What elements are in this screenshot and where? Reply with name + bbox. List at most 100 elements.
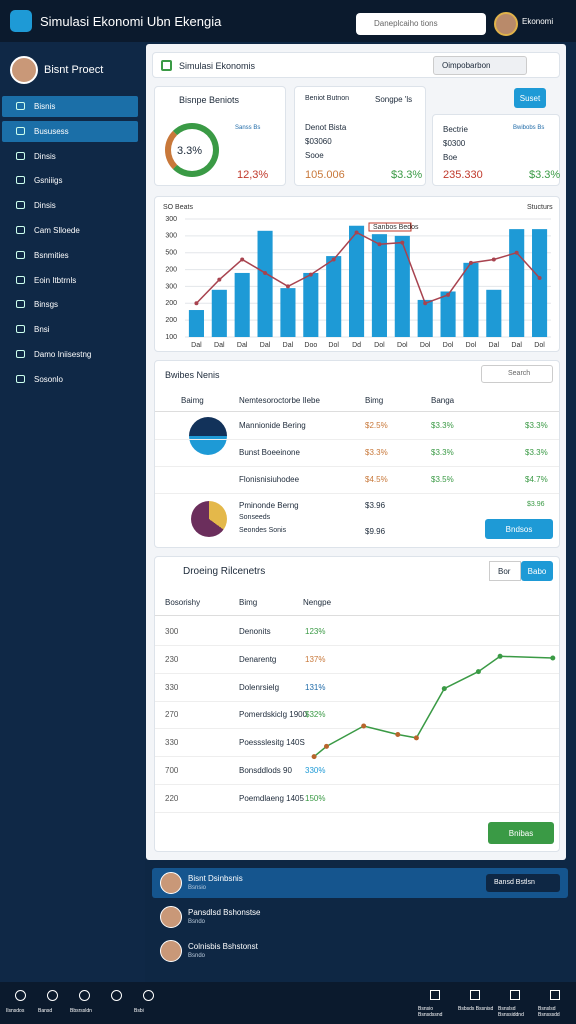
logo[interactable] [10,10,32,32]
nav-item[interactable]: Bsbi [134,988,164,1022]
table-search[interactable]: Search [481,365,553,383]
nav-item[interactable]: Ilsnsdos [6,988,36,1022]
bar [532,229,548,337]
row-value: 131% [305,682,326,692]
row-name: Pomerdskiclg 1900 [239,710,308,720]
point [395,732,401,737]
pie-icon [189,417,227,455]
cell: $3.3% [365,448,388,457]
nav-item[interactable] [102,988,132,1022]
toggle[interactable]: Babo [521,561,553,581]
profile-avatar[interactable] [10,56,38,84]
menu-item[interactable]: Bisnis [2,96,138,117]
menu-item[interactable]: Sosonlo [2,369,138,390]
toggle[interactable]: Bor [489,561,521,581]
bar [326,256,342,337]
button[interactable]: Bansd Bstlsn [486,874,560,892]
menu-label: Eoin Itbtrnls [34,275,77,285]
divider [155,411,559,412]
nav-icon [430,990,440,1000]
nav-item[interactable]: Bsnslsd Bsnssiddnd [496,988,534,1022]
menu-item[interactable]: Damo Iniisestng [2,344,138,365]
chart-title: SO Beats [163,204,193,211]
bottom-nav: Ilsnsdos Bansd Bbsrssldn Bsbi Bsnsio Bsnsdss… [0,982,576,1024]
menu-item[interactable]: Binsgs [2,294,138,315]
point [514,250,519,255]
menu-item[interactable]: Cam Slloede [2,220,138,241]
menu-item[interactable]: Dinsis [2,146,138,167]
nav-icon [510,990,520,1000]
divider [155,784,559,785]
notification[interactable]: Bisnt Dsinbsnis Bsnsio Bansd Bstlsn [152,868,568,898]
y-tick-label: 500 [165,250,177,257]
menu-item[interactable]: Bnsi [2,319,138,340]
search-box[interactable]: Daneplcaiho tions [356,13,486,35]
menu-item[interactable]: Bsnmities [2,245,138,266]
row-number: 230 [165,654,179,664]
menu-icon [16,126,25,135]
button[interactable]: Bndsos [485,519,553,539]
nav-icon [15,990,26,1001]
nav-label: Ilsnsdos [6,1008,25,1014]
tab[interactable]: Songpe 'ls [375,95,413,104]
menu-item[interactable]: Eoin Itbtrnls [2,270,138,291]
button[interactable]: Bnibas [488,822,554,844]
nav-label: Bbsrssldn [70,1008,92,1014]
nav-icon [143,990,154,1001]
column-header: Bimg [365,396,384,405]
divider [155,700,559,702]
main-panel: Simulasi Ekonomis Oimpobarbon Bisnpe Ben… [146,44,566,860]
avatar[interactable] [494,12,518,36]
nav-item[interactable]: Bansd [38,988,68,1022]
avatar [160,906,182,928]
notification[interactable]: Pansdlsd Bshonstse Bsndo [152,902,568,932]
menu-label: Bnsi [34,325,50,335]
x-tick-label: Dal [214,342,225,349]
point [468,260,473,265]
divider [155,466,559,467]
bar [234,272,250,337]
row-number: 270 [165,710,179,720]
menu-item[interactable]: Gsniiigs [2,170,138,191]
dropdown[interactable]: Oimpobarbon [433,56,527,75]
kpi-label: $03060 [305,137,332,146]
point [550,655,556,661]
kpi-value: $3.3% [529,169,561,181]
menu-label: Sosonlo [34,374,63,384]
nav-label: Bsnslsd Bsnssiddnd [498,1006,524,1018]
bar [371,234,387,337]
nav-item[interactable]: Bsbsds Bssnisd [456,988,494,1022]
kpi-label: $0300 [443,139,466,148]
page-icon [161,60,172,71]
menu-label: Cam Slloede [34,226,80,235]
panel-card: Droeing Rilcenetrs Bor Babo Bosorishy Bim… [154,556,560,852]
menu-icon [16,201,25,210]
notification-sub: Bsnsio [188,885,207,891]
bar [417,299,433,337]
search-text: Search [508,370,531,377]
avatar [160,872,182,894]
point [497,653,503,659]
kpi-card: Bectrie $0300 Boe Bwibobs Bs 235.330 $3.… [432,114,560,186]
menu-item[interactable]: Bususess [2,120,138,142]
button[interactable]: Suset [514,88,546,108]
menu-item[interactable]: Dinsis [2,195,138,216]
menu-label: Dinsis [34,151,56,161]
kpi-label: Sanss Bs [235,125,261,131]
point [217,277,222,282]
point [263,270,268,275]
menu-label: Gsniiigs [34,176,63,186]
app-title: Simulasi Ekonomi Ubn Ekengia [40,14,222,29]
row-name: Poessslesitg 140S [239,738,305,748]
nav-item[interactable]: Bsnslsd Bsnsssdd [536,988,574,1022]
nav-label: Bsbi [134,1008,144,1014]
notification[interactable]: Colnisbis Bshstonst Bsndo [152,936,568,966]
nav-item[interactable]: Bsnsio Bsnsdssnd [416,988,454,1022]
tab[interactable]: Beniot Butnon [305,95,349,102]
divider [155,645,559,646]
nav-item[interactable]: Bbsrssldn [70,988,100,1022]
bar [188,310,204,337]
detail-value: $3.96 [527,501,545,508]
row-name: Dolenrsielg [239,682,280,692]
cell: $3.5% [431,475,454,484]
